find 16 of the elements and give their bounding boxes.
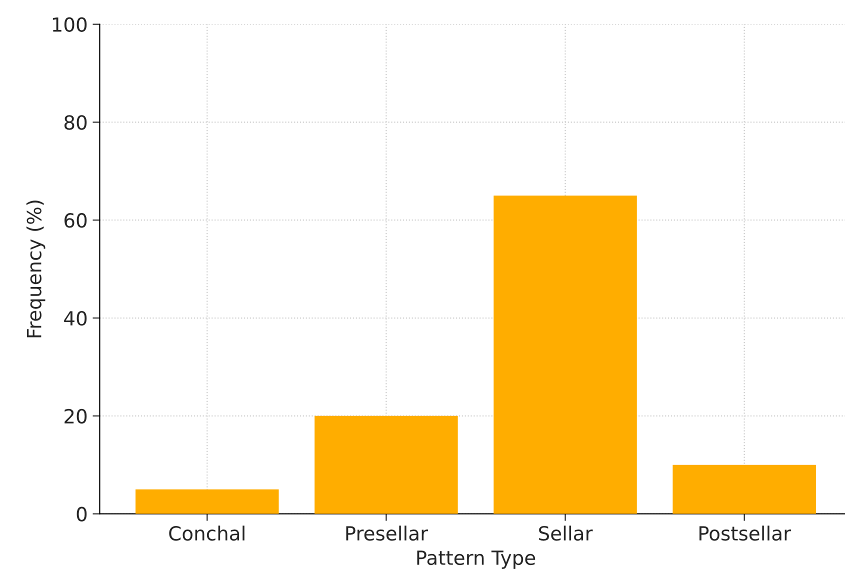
y-tick-label: 60 [64,213,87,228]
bar [672,464,816,514]
x-tick-label: Presellar [346,526,428,541]
y-tick-label: 20 [64,408,87,424]
x-tick-label: Conchal [169,526,244,541]
x-axis-title: Pattern Type [417,550,536,569]
y-tick-label: 40 [64,310,87,326]
x-tick-label: Postsellar [699,526,792,541]
y-tick-label: 80 [64,115,87,130]
y-axis-title: Frequency (%) [26,200,46,338]
bar [314,416,458,514]
x-tick-label: Sellar [539,526,593,541]
bar [494,196,637,514]
y-tick-label: 0 [76,506,87,522]
bar [136,489,279,514]
y-tick-label: 100 [52,17,87,32]
